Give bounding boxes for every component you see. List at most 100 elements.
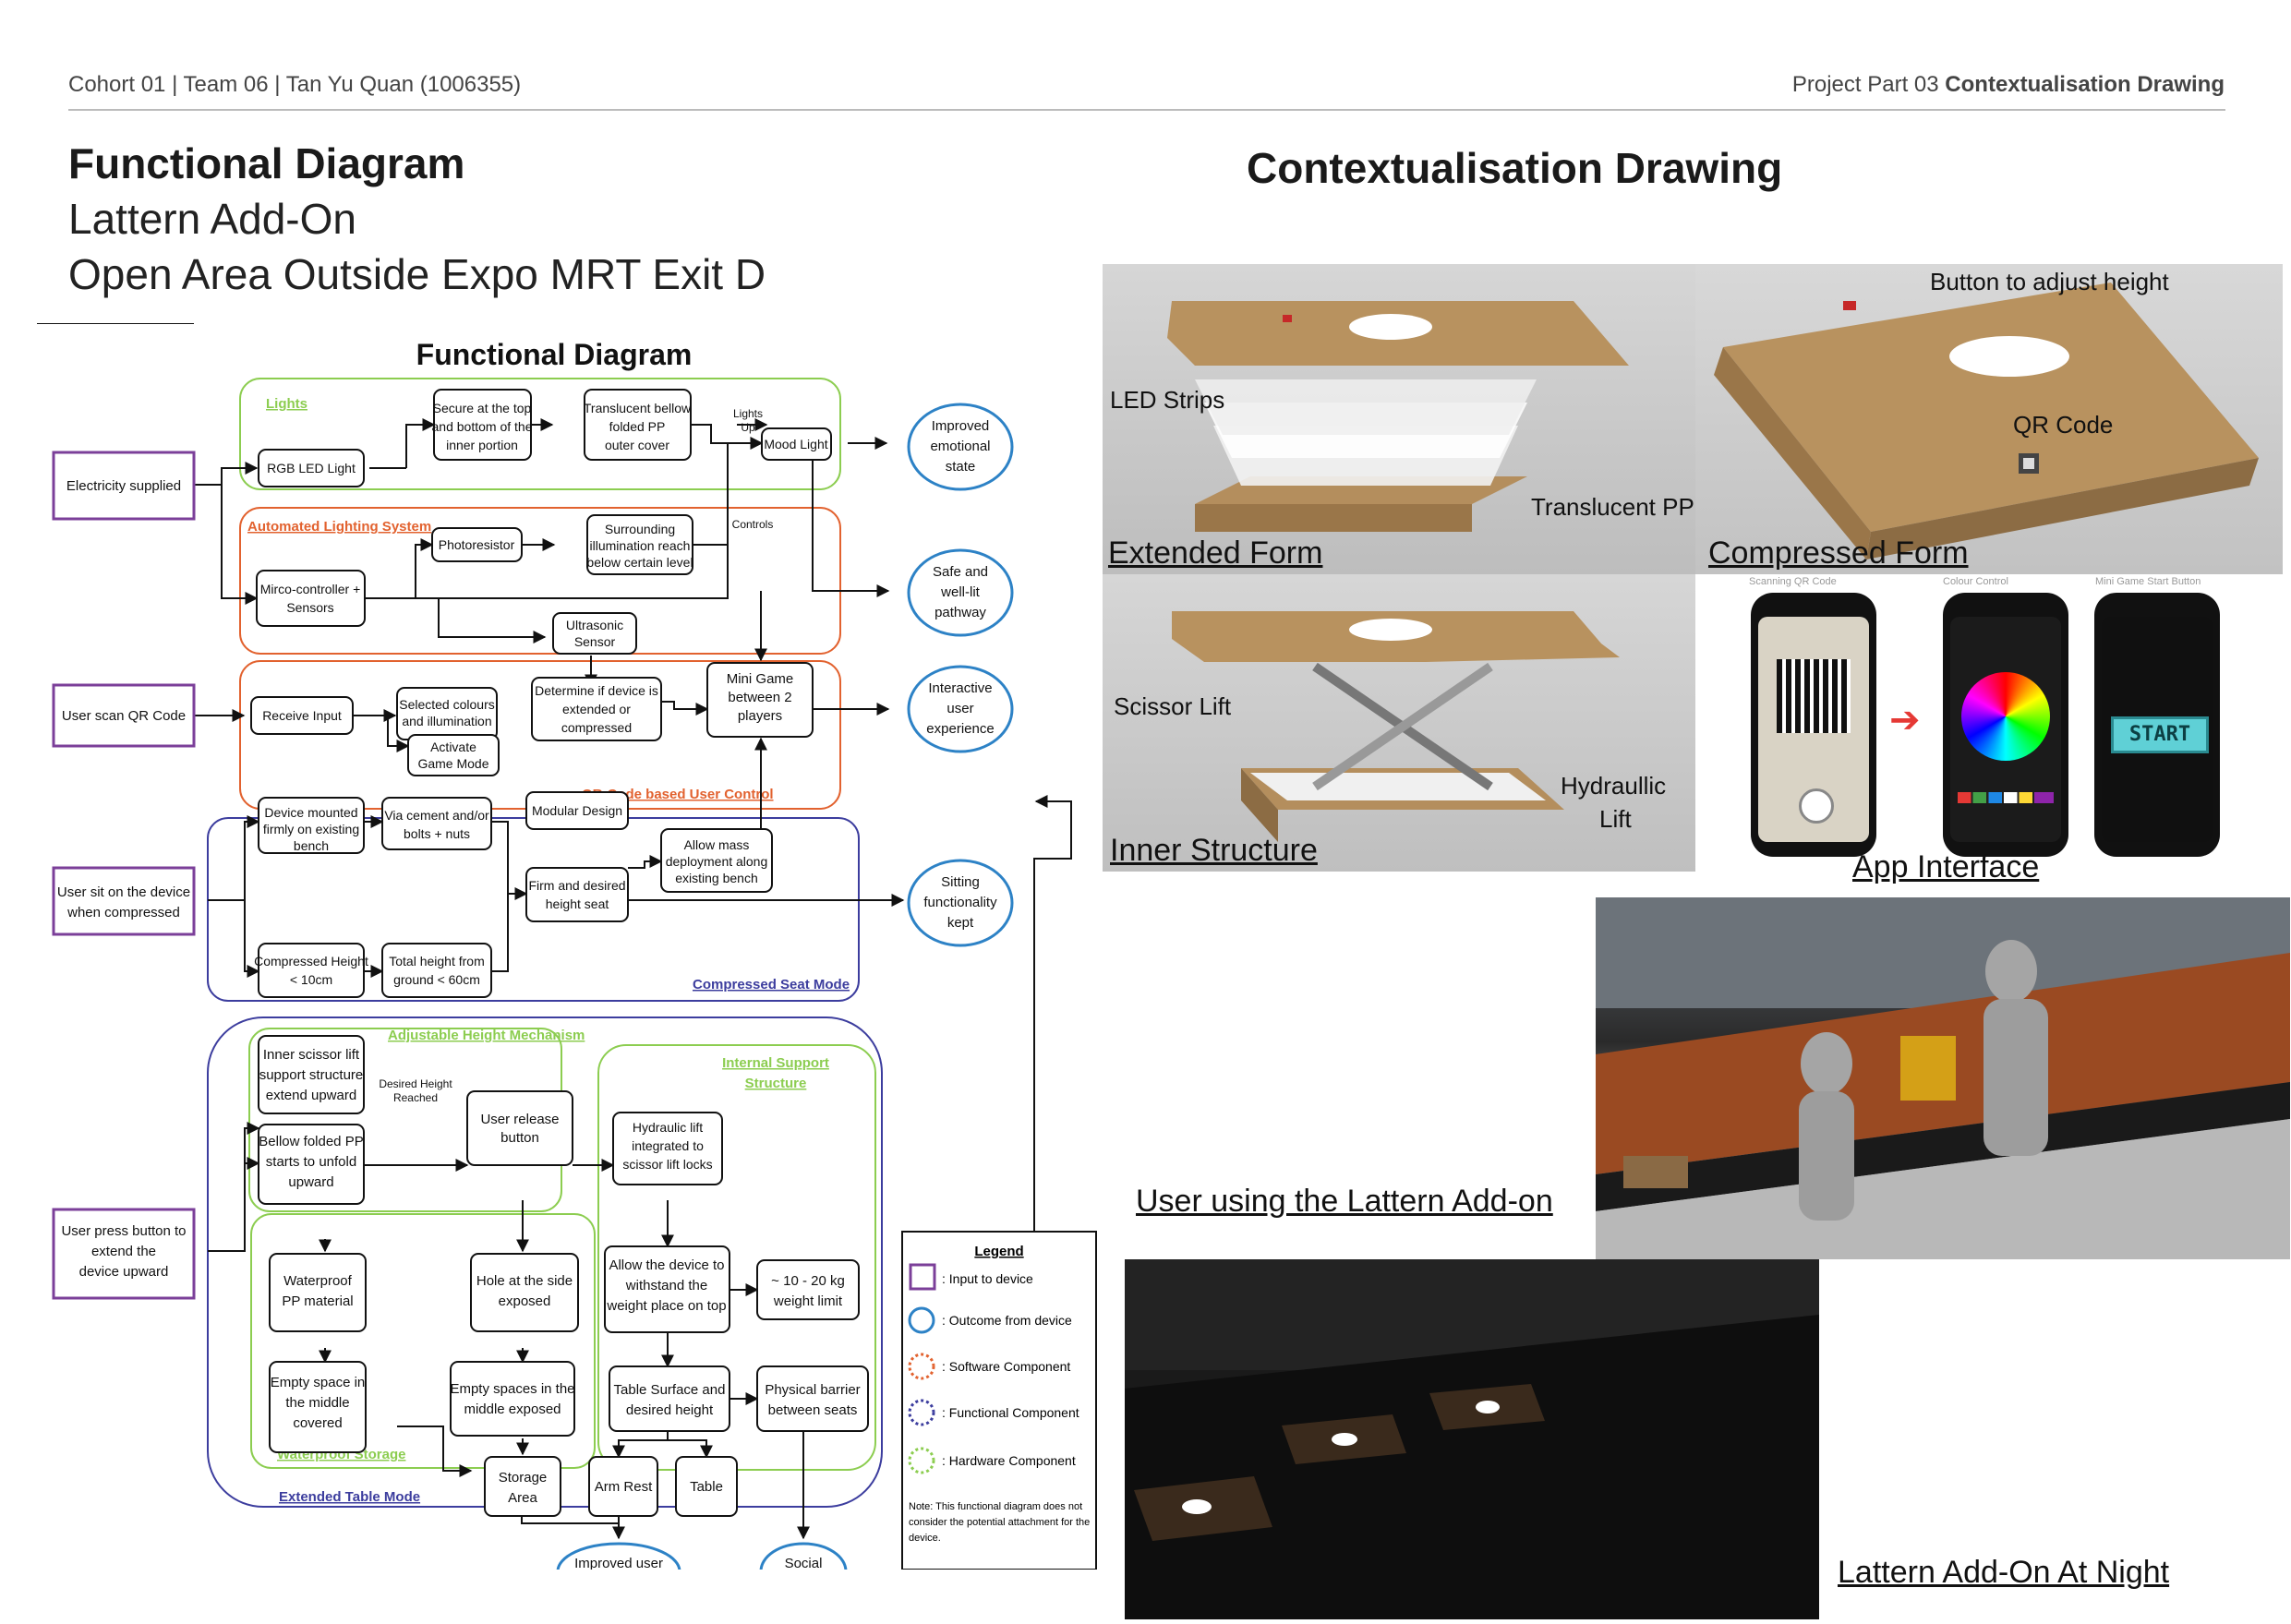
t-scissor1: Inner scissor lift xyxy=(263,1047,360,1063)
t-bellowpp3: upward xyxy=(288,1174,333,1190)
arrow-right-icon: ➔ xyxy=(1889,700,1921,740)
node-emptys xyxy=(450,1361,575,1437)
node-wpp xyxy=(269,1253,367,1332)
header-rule xyxy=(68,109,2225,111)
label-qr-code: QR Code xyxy=(2013,411,2114,439)
group-internal-label-2: Structure xyxy=(745,1076,807,1091)
caption-inner-structure: Inner Structure xyxy=(1110,833,1318,868)
t-kg1: ~ 10 - 20 kg xyxy=(771,1273,845,1289)
label-translucent-pp: Translucent PP xyxy=(1531,493,1694,521)
app-screen-3-label: Mini Game Start Button xyxy=(2095,576,2201,587)
app-screen-2-label: Colour Control xyxy=(1943,576,2008,587)
t-storage2: Area xyxy=(508,1490,537,1506)
phone-colour-control xyxy=(1943,593,2068,857)
t-receive: Receive Input xyxy=(262,708,342,723)
t-modular: Modular Design xyxy=(532,803,622,818)
t-cement2: bolts + nuts xyxy=(404,826,470,841)
t-mass3: existing bench xyxy=(675,871,758,885)
t-out-inter2: user xyxy=(947,701,973,716)
t-compheight2: < 10cm xyxy=(290,972,332,987)
node-compheight xyxy=(258,943,365,998)
legend-input: : Input to device xyxy=(942,1271,1033,1286)
node-total xyxy=(381,943,492,998)
t-ultra2: Sensor xyxy=(574,634,616,649)
diagram-title: Functional Diagram xyxy=(416,338,693,371)
t-scissor3: extend upward xyxy=(266,1088,356,1103)
t-hyd1: Hydraulic lift xyxy=(633,1120,703,1135)
functional-diagram: Functional Diagram Lights Automated Ligh… xyxy=(37,323,1097,1570)
header-right-prefix: Project Part 03 xyxy=(1791,72,1946,97)
t-total1: Total height from xyxy=(389,954,485,968)
t-input-sit1: User sit on the device xyxy=(57,884,190,900)
t-emptys2: middle exposed xyxy=(464,1401,561,1417)
node-bellowpp xyxy=(258,1124,365,1205)
legend-hardware: : Hardware Component xyxy=(942,1453,1076,1468)
group-extended-label: Extended Table Mode xyxy=(279,1489,420,1505)
t-hole2: exposed xyxy=(499,1293,551,1309)
t-table: Table xyxy=(690,1479,723,1495)
legend-input-swatch xyxy=(909,1263,936,1291)
t-out-sit3: kept xyxy=(947,915,974,931)
label-button-adjust-height: Button to adjust height xyxy=(1930,268,2169,295)
node-surface xyxy=(609,1365,730,1432)
t-empty3: covered xyxy=(293,1415,342,1431)
node-photo xyxy=(431,527,523,562)
node-determine xyxy=(531,677,662,741)
legend-software-swatch xyxy=(908,1353,935,1380)
colour-swatches[interactable] xyxy=(1958,792,2054,803)
t-hyd3: scissor lift locks xyxy=(622,1157,712,1172)
label-hydraulic-1: Hydraullic xyxy=(1561,772,1667,800)
input-sit xyxy=(52,866,196,936)
t-storage1: Storage xyxy=(499,1470,548,1486)
t-input-elec: Electricity supplied xyxy=(66,478,181,494)
inner-structure-panel xyxy=(1103,574,1695,872)
t-controls: Controls xyxy=(732,518,774,531)
t-rgb: RGB LED Light xyxy=(267,461,356,475)
extended-form-panel xyxy=(1103,264,1695,574)
outcome-sit xyxy=(907,859,1014,947)
t-photo: Photoresistor xyxy=(439,537,515,552)
t-wpp2: PP material xyxy=(282,1293,353,1309)
node-surround xyxy=(586,514,693,575)
group-height-mech-label: Adjustable Height Mechanism xyxy=(388,1028,585,1043)
node-firm xyxy=(525,867,629,922)
t-out-sit2: functionality xyxy=(923,895,997,910)
start-button[interactable]: START xyxy=(2111,716,2209,753)
t-bellowpp1: Bellow folded PP xyxy=(259,1134,363,1149)
t-surround2: illumination reach xyxy=(590,538,691,553)
t-determine2: extended or xyxy=(562,702,631,716)
legend-title: Legend xyxy=(974,1244,1023,1259)
t-empty2: the middle xyxy=(285,1395,349,1411)
t-firm2: height seat xyxy=(546,896,609,911)
phone-qr-scan xyxy=(1751,593,1876,857)
t-out-soc1: Social xyxy=(785,1556,823,1570)
t-devmount1: Device mounted xyxy=(264,805,357,820)
t-activate2: Game Mode xyxy=(417,756,488,771)
t-kg2: weight limit xyxy=(773,1293,843,1309)
group-waterproof xyxy=(250,1213,596,1469)
phone-mini-game: START xyxy=(2094,593,2220,857)
t-desired1: Desired Height xyxy=(379,1077,452,1090)
input-qr xyxy=(52,683,196,748)
t-determine3: compressed xyxy=(561,720,632,735)
t-colours1: Selected colours xyxy=(399,697,495,712)
node-hyd xyxy=(612,1112,723,1185)
user-scene-render xyxy=(1596,897,2290,1259)
outcome-emo xyxy=(907,403,1014,491)
app-interface-panel: Scanning QR Code Colour Control Mini Gam… xyxy=(1695,574,2283,870)
node-bellow xyxy=(584,389,692,461)
group-lights-label: Lights xyxy=(266,396,307,412)
page-subtitle-2: Open Area Outside Expo MRT Exit D xyxy=(68,250,766,298)
caption-user-using: User using the Lattern Add-on xyxy=(1136,1184,1553,1219)
caption-extended-form: Extended Form xyxy=(1108,535,1323,571)
t-total2: ground < 60cm xyxy=(393,972,480,987)
t-release2: button xyxy=(500,1130,539,1146)
node-storage xyxy=(484,1456,561,1517)
legend-functional-swatch xyxy=(908,1399,935,1426)
shutter-button[interactable] xyxy=(1799,788,1834,824)
t-secure3: inner portion xyxy=(446,438,518,452)
t-out-safe3: pathway xyxy=(934,605,986,620)
t-bellowpp2: starts to unfold xyxy=(266,1154,356,1170)
colour-wheel[interactable] xyxy=(1961,672,2050,761)
t-empty1: Empty space in xyxy=(271,1375,366,1390)
